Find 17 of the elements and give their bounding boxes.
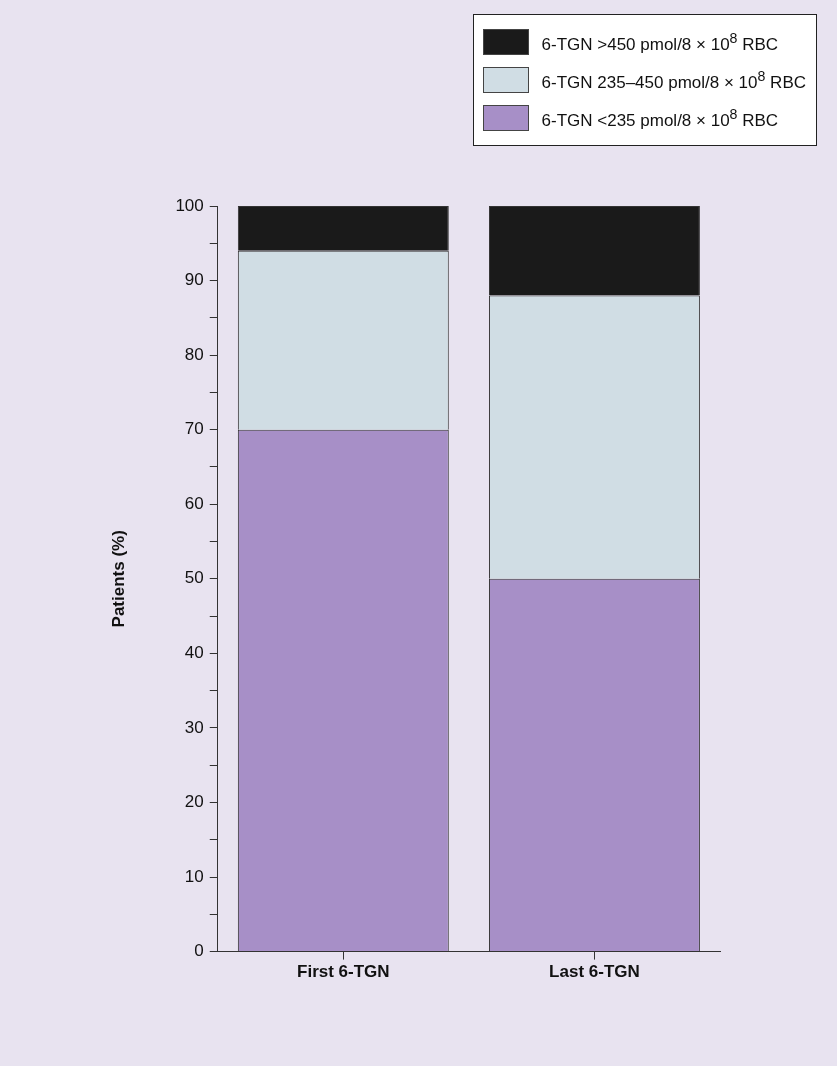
- y-tick-label: 90: [184, 270, 204, 290]
- y-tick-label: 50: [184, 568, 204, 588]
- y-tick-label: 80: [184, 344, 204, 364]
- y-axis-title: Patients (%): [108, 530, 128, 628]
- y-tick-label: 30: [184, 717, 204, 737]
- y-tick-label: 20: [184, 792, 204, 812]
- legend-label: 6-TGN >450 pmol/8 × 10$^{8}$ RBC: [541, 29, 779, 55]
- y-tick-label: 10: [184, 866, 204, 886]
- y-tick-label: 100: [175, 195, 204, 215]
- x-tick-label: Last 6-TGN: [549, 962, 640, 982]
- legend-label: 6-TGN 235–450 pmol/8 × 10$^{8}$ RBC: [541, 67, 806, 93]
- legend-label: 6-TGN <235 pmol/8 × 10$^{8}$ RBC: [541, 105, 779, 131]
- x-tick-label: First 6-TGN: [297, 962, 390, 982]
- y-tick-label: 40: [184, 643, 204, 663]
- y-tick-label: 0: [194, 941, 204, 961]
- y-tick-label: 60: [184, 493, 204, 513]
- y-tick-label: 70: [184, 419, 204, 439]
